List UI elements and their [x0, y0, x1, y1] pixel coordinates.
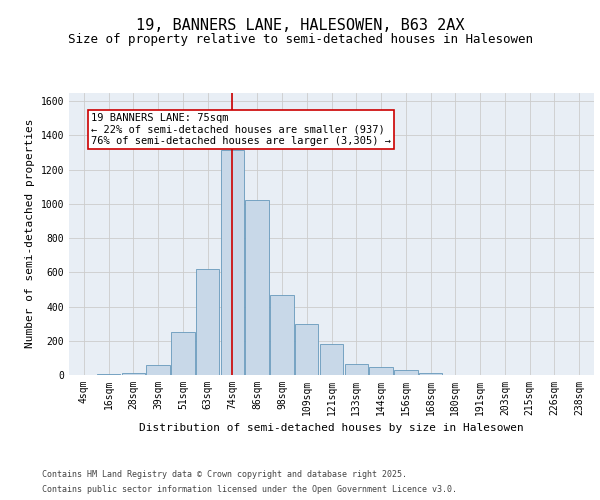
Bar [245, 200, 269, 375]
Bar [196, 269, 220, 375]
Bar [122, 374, 145, 375]
Text: 19, BANNERS LANE, HALESOWEN, B63 2AX: 19, BANNERS LANE, HALESOWEN, B63 2AX [136, 18, 464, 32]
Text: Contains HM Land Registry data © Crown copyright and database right 2025.: Contains HM Land Registry data © Crown c… [42, 470, 407, 479]
Bar [270, 294, 294, 375]
Bar [369, 368, 393, 375]
Bar [97, 374, 121, 375]
Y-axis label: Number of semi-detached properties: Number of semi-detached properties [25, 119, 35, 348]
Bar [320, 344, 343, 375]
Bar [221, 150, 244, 375]
Bar [171, 332, 194, 375]
Bar [295, 324, 319, 375]
Bar [146, 364, 170, 375]
Bar [344, 364, 368, 375]
Bar [394, 370, 418, 375]
Text: 19 BANNERS LANE: 75sqm
← 22% of semi-detached houses are smaller (937)
76% of se: 19 BANNERS LANE: 75sqm ← 22% of semi-det… [91, 113, 391, 146]
Text: Contains public sector information licensed under the Open Government Licence v3: Contains public sector information licen… [42, 485, 457, 494]
Bar [419, 374, 442, 375]
X-axis label: Distribution of semi-detached houses by size in Halesowen: Distribution of semi-detached houses by … [139, 424, 524, 434]
Text: Size of property relative to semi-detached houses in Halesowen: Size of property relative to semi-detach… [67, 32, 533, 46]
